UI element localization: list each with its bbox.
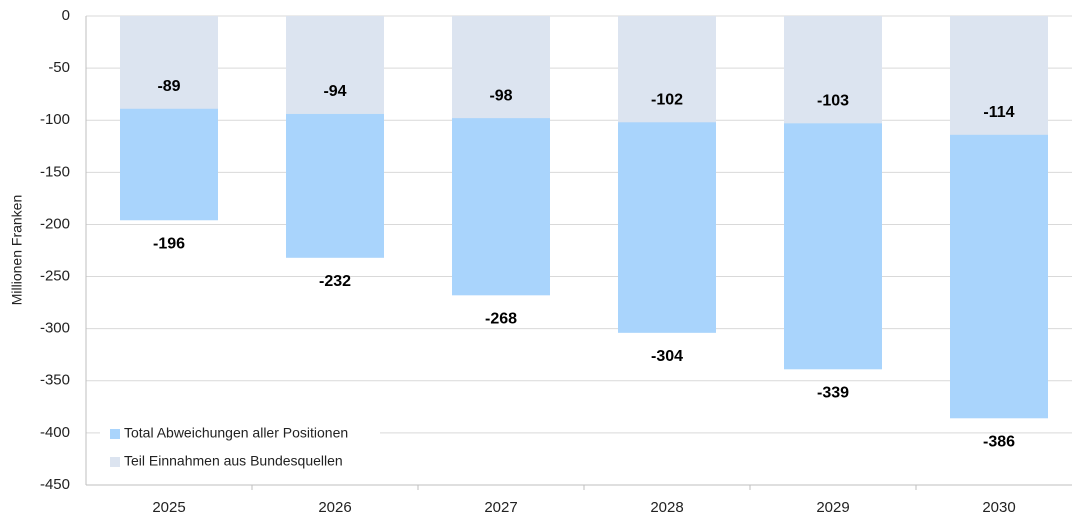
y-tick-label: -150: [40, 163, 70, 180]
data-label: -196: [153, 235, 185, 252]
y-axis-label: Millionen Franken: [9, 195, 25, 306]
x-tick-label: 2028: [650, 499, 683, 516]
legend-label: Total Abweichungen aller Positionen: [124, 425, 348, 441]
x-tick-label: 2029: [816, 499, 849, 516]
x-tick-label: 2026: [318, 499, 351, 516]
y-tick-label: -200: [40, 215, 70, 232]
bar: [784, 16, 882, 124]
y-tick-label: -250: [40, 268, 70, 285]
legend-bg: [100, 422, 380, 476]
data-label: -94: [323, 83, 346, 100]
data-label: -102: [651, 92, 683, 109]
y-tick-label: -300: [40, 320, 70, 337]
legend-swatch: [110, 429, 120, 439]
data-label: -114: [983, 104, 1014, 121]
legend: Total Abweichungen aller Positionen Teil …: [100, 422, 380, 476]
y-tick-label: 0: [62, 7, 70, 24]
y-tick-label: -50: [48, 59, 70, 76]
data-label: -98: [489, 87, 512, 104]
y-tick-label: -350: [40, 372, 70, 389]
y-tick-label: -400: [40, 424, 70, 441]
bar: [286, 16, 384, 114]
data-label: -304: [651, 348, 683, 365]
bar: [120, 16, 218, 109]
y-tick-label: -450: [40, 476, 70, 493]
x-tick-label: 2030: [982, 499, 1015, 516]
data-label: -339: [817, 385, 849, 402]
legend-swatch: [110, 457, 120, 467]
x-tick-label: 2027: [484, 499, 517, 516]
bar: [950, 16, 1048, 135]
data-label: -232: [319, 273, 351, 290]
y-tick-label: -100: [40, 111, 70, 128]
data-label: -89: [157, 78, 180, 95]
data-label: -103: [817, 93, 849, 110]
data-label: -268: [485, 311, 517, 328]
bar: [618, 16, 716, 123]
x-tick-label: 2025: [152, 499, 185, 516]
legend-label: Teil Einnahmen aus Bundesquellen: [124, 453, 343, 469]
bar: [452, 16, 550, 119]
data-label: -386: [983, 434, 1015, 451]
